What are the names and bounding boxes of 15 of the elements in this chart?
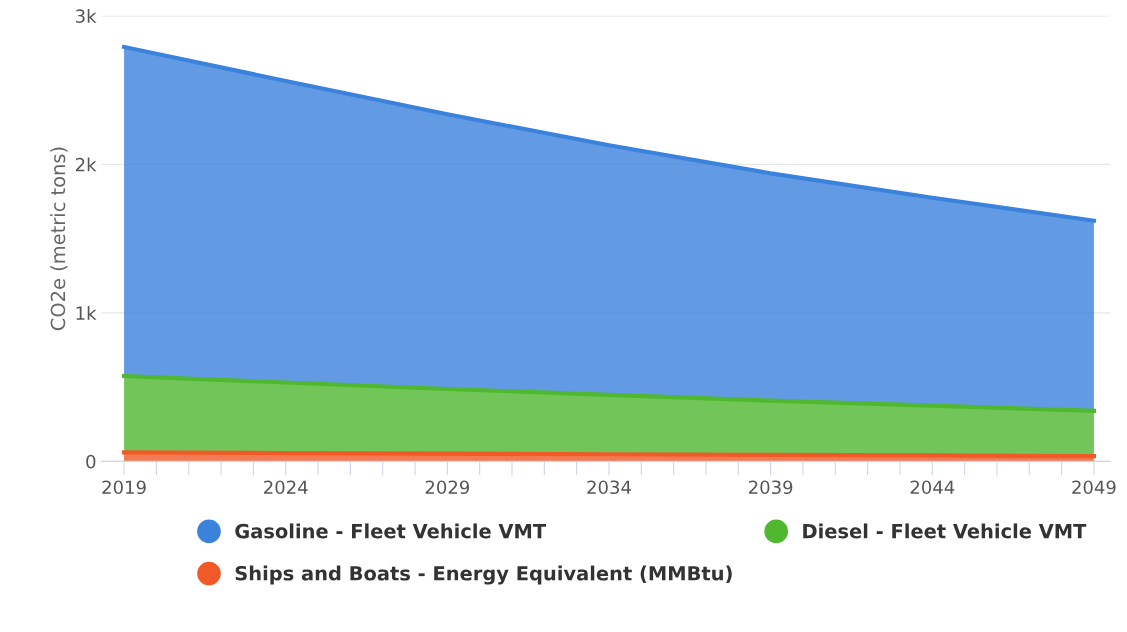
y-axis-title: CO2e (metric tons) <box>50 147 68 331</box>
legend-label: Diesel - Fleet Vehicle VMT <box>803 523 1087 539</box>
y-tick-label: 2k <box>75 157 97 172</box>
legend-label: Ships and Boats - Energy Equivalent (MMBtu) <box>235 565 732 585</box>
x-tick-label: 2019 <box>102 480 146 495</box>
x-tick-label: 2049 <box>1072 480 1116 495</box>
x-tick-label: 2034 <box>587 480 631 495</box>
y-tick-label: 1k <box>76 305 97 320</box>
x-tick-label: 2044 <box>910 480 955 495</box>
x-tick-label: 2029 <box>425 480 470 495</box>
y-tick-label: 3k <box>76 8 97 23</box>
x-tick-label: 2039 <box>748 480 793 495</box>
y-tick-label: 0 <box>86 454 96 469</box>
legend-label: Gasoline - Fleet Vehicle VMT <box>235 523 547 539</box>
x-tick-label: 2024 <box>264 480 308 495</box>
